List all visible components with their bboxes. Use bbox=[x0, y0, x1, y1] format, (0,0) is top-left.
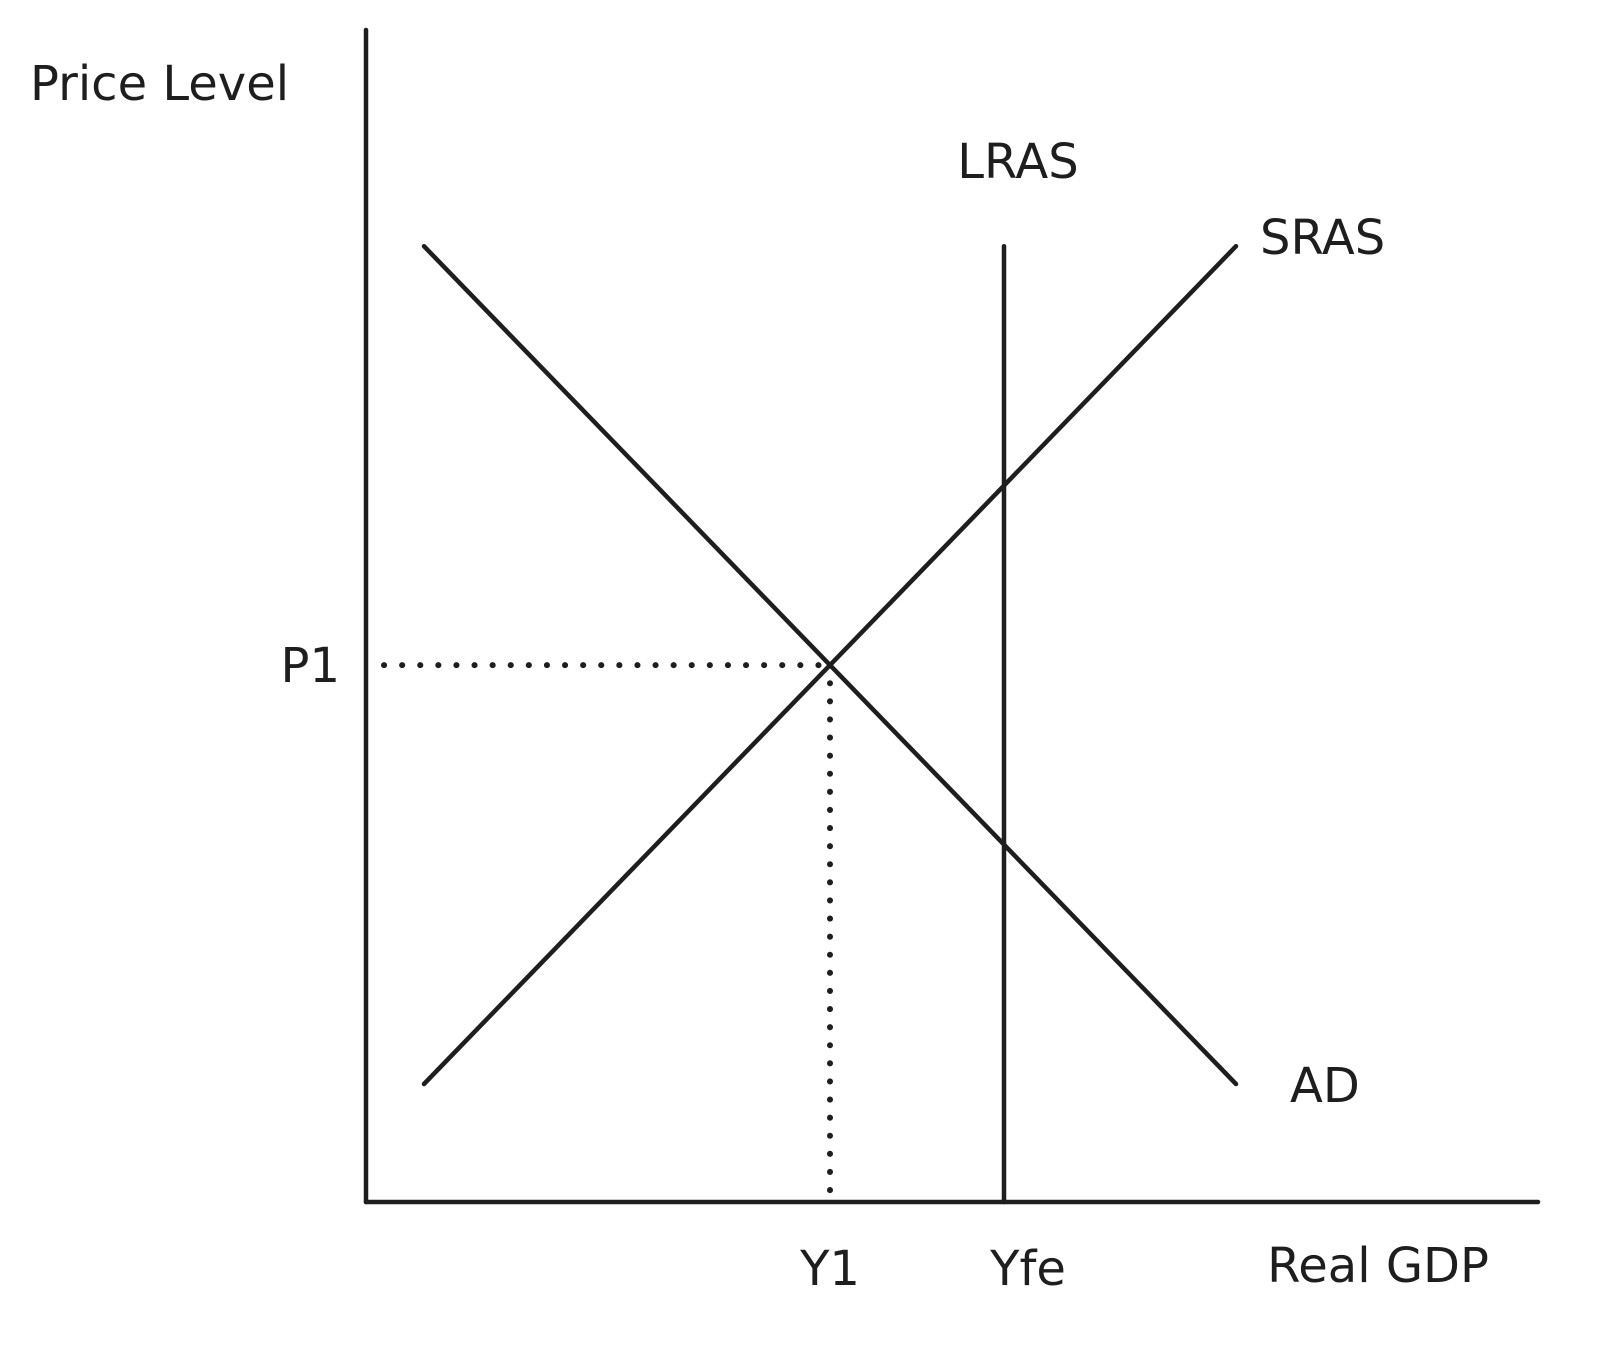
yfe-tick-label: Yfe bbox=[989, 1241, 1066, 1297]
p1-tick-label: P1 bbox=[281, 638, 340, 694]
lras-curve-label: LRAS bbox=[957, 134, 1078, 190]
y-axis-label: Price Level bbox=[30, 56, 289, 112]
sras-curve-label: SRAS bbox=[1260, 210, 1385, 266]
x-axis-label: Real GDP bbox=[1267, 1238, 1489, 1294]
y1-tick-label: Y1 bbox=[799, 1241, 860, 1297]
sras-curve bbox=[421, 243, 1239, 1087]
ad-curve-label: AD bbox=[1290, 1058, 1360, 1114]
